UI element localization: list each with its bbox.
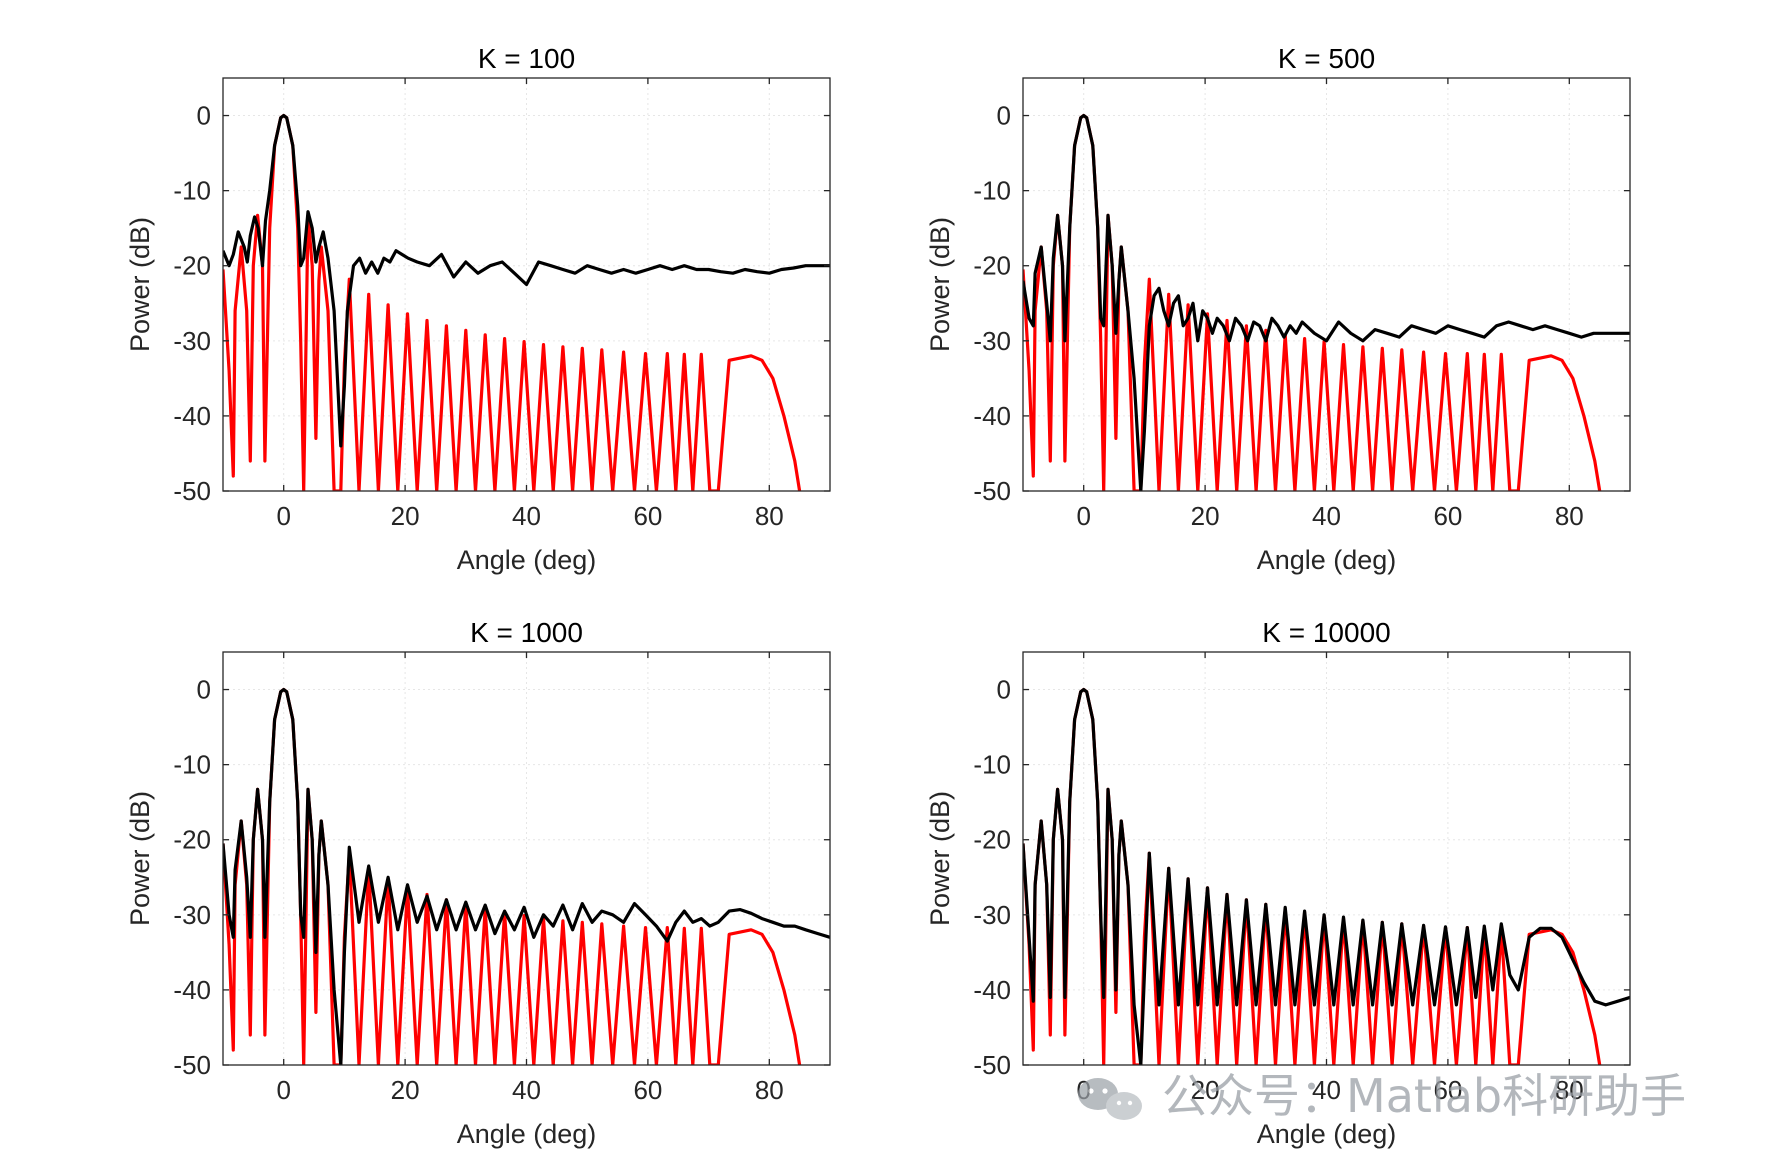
y-tick-label: -20: [973, 825, 1011, 855]
x-tick-label: 80: [1555, 501, 1584, 531]
y-tick-label: -40: [173, 975, 211, 1005]
x-axis-label: Angle (deg): [1257, 545, 1397, 575]
y-tick-label: 0: [997, 101, 1011, 131]
x-tick-label: 40: [1312, 501, 1341, 531]
subplot-k-500: K = 500 Angle (deg) Power (dB) 0 20 40 60 80…: [925, 43, 1631, 575]
subplot-k-1000: K = 1000 Angle (deg) Power (dB) 0 20 40 60 8…: [125, 617, 831, 1149]
y-tick-label: -50: [973, 1050, 1011, 1080]
y-tick-label: -50: [173, 1050, 211, 1080]
y-axis-label: Power (dB): [125, 217, 155, 352]
y-tick-label: -30: [173, 326, 211, 356]
y-tick-label: -40: [173, 401, 211, 431]
x-tick-label: 20: [391, 1075, 420, 1105]
x-axis-label: Angle (deg): [457, 545, 597, 575]
y-tick-label: -20: [173, 825, 211, 855]
series-line-estimated: [223, 687, 830, 1065]
x-tick-label: 20: [1191, 501, 1220, 531]
wechat-icon: [1078, 1078, 1142, 1120]
series-line-estimated: [1023, 687, 1630, 1065]
x-tick-label: 40: [1312, 1075, 1341, 1105]
y-tick-label: -10: [973, 750, 1011, 780]
x-axis-label: Angle (deg): [457, 1119, 597, 1149]
subplot-title: K = 500: [1278, 43, 1375, 74]
subplot-title: K = 10000: [1262, 617, 1390, 648]
series-line-estimated: [1023, 113, 1630, 491]
subplot-k-10000: K = 10000 Angle (deg) Power (dB) 0 20 40 60…: [925, 617, 1631, 1149]
x-tick-label: 60: [1433, 501, 1462, 531]
subplot-k-100: K = 100 Angle (deg) Power (dB) 0 20 40 60 80…: [125, 43, 831, 575]
x-tick-label: 20: [1191, 1075, 1220, 1105]
x-tick-label: 40: [512, 1075, 541, 1105]
y-tick-label: -20: [173, 251, 211, 281]
watermark-text: 公众号：Matlab科研助手: [1162, 1069, 1686, 1123]
x-axis-label: Angle (deg): [1257, 1119, 1397, 1149]
y-axis-label: Power (dB): [925, 791, 955, 926]
y-tick-label: 0: [197, 675, 211, 705]
x-tick-label: 0: [1076, 501, 1090, 531]
x-tick-label: 80: [755, 501, 784, 531]
y-tick-label: -10: [173, 750, 211, 780]
y-tick-label: 0: [197, 101, 211, 131]
x-tick-label: 60: [633, 501, 662, 531]
y-axis-label: Power (dB): [925, 217, 955, 352]
x-tick-label: 20: [391, 501, 420, 531]
y-axis-label: Power (dB): [125, 791, 155, 926]
x-tick-label: 60: [1433, 1075, 1462, 1105]
y-tick-label: 0: [997, 675, 1011, 705]
series-line-estimated: [223, 113, 830, 448]
y-tick-label: -30: [973, 326, 1011, 356]
x-tick-label: 40: [512, 501, 541, 531]
x-tick-label: 0: [276, 1075, 290, 1105]
y-tick-label: -10: [173, 176, 211, 206]
x-tick-label: 80: [755, 1075, 784, 1105]
y-tick-label: -30: [173, 900, 211, 930]
y-tick-label: -30: [973, 900, 1011, 930]
x-tick-label: 80: [1555, 1075, 1584, 1105]
x-tick-label: 60: [633, 1075, 662, 1105]
subplot-title: K = 100: [478, 43, 575, 74]
y-tick-label: -40: [973, 975, 1011, 1005]
y-tick-label: -10: [973, 176, 1011, 206]
y-tick-label: -50: [173, 476, 211, 506]
x-tick-label: 0: [276, 501, 290, 531]
watermark: 公众号：Matlab科研助手: [1078, 1069, 1686, 1123]
y-tick-label: -20: [973, 251, 1011, 281]
y-tick-label: -40: [973, 401, 1011, 431]
y-tick-label: -50: [973, 476, 1011, 506]
subplot-title: K = 1000: [470, 617, 583, 648]
